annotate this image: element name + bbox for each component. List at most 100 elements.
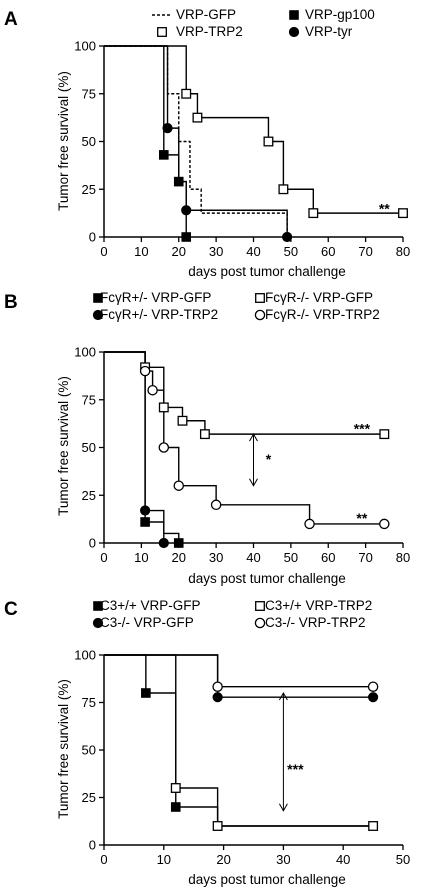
panel-a: A VRP-GFP VRP-gp100 VRP-TRP2 VRP-tyr day… xyxy=(4,7,375,279)
panel-2-plot: 0 10 20 30 40 50 0 25 50 75 100 *** xyxy=(74,601,410,867)
panel-0-x-tick-label: 20 xyxy=(172,244,186,259)
panel-1-legend-swatch-0 xyxy=(93,293,103,303)
panel-0-plot: 0 10 20 30 40 50 60 70 80 0 25 50 75 100 ** xyxy=(74,10,410,259)
panel-1-series-3-point xyxy=(158,442,170,453)
panel-1-series-3-point xyxy=(304,518,315,530)
panel-1-x-tick-label: 10 xyxy=(134,550,148,565)
panel-2-series-3-line xyxy=(104,654,374,688)
panel-2-legend xyxy=(92,601,266,629)
panel-b-legend-label-2: FcγR-/- VRP-GFP xyxy=(265,290,373,305)
panel-1-series-3-point xyxy=(173,480,184,491)
panel-0-legend-swatch-3 xyxy=(288,26,300,38)
panel-1-series-3-point xyxy=(379,518,390,530)
panel-2-series-1-point xyxy=(170,783,181,793)
panel-1-legend-swatch-1 xyxy=(255,293,265,303)
panel-0-series-3-line xyxy=(104,45,288,237)
panel-1-series-2-point xyxy=(140,505,151,516)
panel-0-series-3-point xyxy=(282,231,293,243)
panel-2-x-tick-label: 20 xyxy=(216,852,230,867)
panel-1-legend-swatch-3 xyxy=(254,309,266,321)
panel-a-legend-label-2: VRP-TRP2 xyxy=(176,24,243,39)
panel-1-series-0-point xyxy=(140,517,150,527)
panel-b-legend-label-3: FcγR-/- VRP-TRP2 xyxy=(265,307,380,322)
panel-1-x-tick-label: 60 xyxy=(321,550,335,565)
panel-a-legend-label-1: VRP-gp100 xyxy=(305,7,375,22)
panel-1-series-2-line xyxy=(104,351,165,543)
panel-0-series-2-line xyxy=(104,45,403,214)
panel-c-legend-label-3: C3-/- VRP-TRP2 xyxy=(265,615,366,630)
panel-a-legend-label-0: VRP-GFP xyxy=(176,7,236,22)
panel-0-series-1-point xyxy=(159,150,169,160)
panel-0-series-2-point xyxy=(192,112,203,123)
panel-c-legend-label-0: C3+/+ VRP-GFP xyxy=(100,598,201,613)
panel-c-label: C xyxy=(4,599,18,620)
panel-0-series-1-point xyxy=(181,232,192,242)
panel-c: C C3+/+ VRP-GFP C3-/- VRP-GFP C3+/+ VRP-… xyxy=(4,598,372,887)
panel-2-series-0-point xyxy=(141,688,151,698)
panel-1-y-tick-label: 100 xyxy=(74,345,96,360)
panel-2-arrow-head-bottom xyxy=(278,803,288,812)
panel-1-series-1-point xyxy=(199,429,210,440)
panel-2-legend-swatch-0 xyxy=(93,601,103,611)
panel-0-y-tick-label: 50 xyxy=(82,134,96,149)
panel-1-y-tick-label: 50 xyxy=(82,440,96,455)
panel-2-series-1-point xyxy=(212,821,223,831)
panel-1-annotation: * xyxy=(266,451,272,467)
panel-2-series-3-point xyxy=(212,681,223,692)
panel-1-series-2-point xyxy=(158,537,169,549)
panel-1-x-tick-label: 0 xyxy=(100,550,107,565)
panel-c-legend-label-1: C3-/- VRP-GFP xyxy=(100,615,194,630)
panel-0-series-2-point xyxy=(181,88,192,99)
panel-0-series-3-point xyxy=(181,205,192,216)
panel-1-x-tick-label: 70 xyxy=(358,550,372,565)
panel-c-legend-label-2: C3+/+ VRP-TRP2 xyxy=(265,598,372,613)
panel-1-y-tick-label: 0 xyxy=(89,536,96,551)
panel-a-y-axis-label: Tumor free survival (%) xyxy=(56,71,71,211)
panel-1-series-3-line xyxy=(104,351,385,525)
panel-0-series-2-point xyxy=(278,184,289,195)
panel-b-label: B xyxy=(4,292,18,313)
panel-1-x-tick-label: 20 xyxy=(172,550,186,565)
panel-0-legend-swatch-2 xyxy=(157,27,167,37)
panel-0-x-tick-label: 0 xyxy=(100,244,107,259)
panel-1-legend-swatch-2 xyxy=(92,309,104,321)
panel-2-y-tick-label: 75 xyxy=(82,695,96,710)
panel-2-y-tick-label: 0 xyxy=(89,838,96,853)
panel-1-x-tick-label: 50 xyxy=(284,550,298,565)
panel-1-series-3-point xyxy=(139,365,151,377)
panel-2-series-0-line xyxy=(104,654,374,827)
panel-2-arrow-head-top xyxy=(278,691,288,701)
panel-2-legend-swatch-3 xyxy=(254,617,266,629)
panel-c-y-axis-label: Tumor free survival (%) xyxy=(56,679,71,819)
panel-c-x-axis-label: days post tumor challenge xyxy=(188,872,346,887)
panel-1-arrow-head-top xyxy=(249,433,258,442)
panel-0-y-tick-label: 100 xyxy=(74,39,96,54)
panel-2-series-1-line xyxy=(104,654,374,827)
panel-1-x-tick-label: 80 xyxy=(396,550,410,565)
panel-2-series-0-point xyxy=(170,802,181,812)
panel-b-y-axis-label: Tumor free survival (%) xyxy=(56,376,71,516)
panel-0-series-0-line xyxy=(104,45,288,237)
panel-2-legend-swatch-2 xyxy=(92,617,104,629)
panel-a-x-axis-label: days post tumor challenge xyxy=(188,264,346,279)
panel-1-series-1-point xyxy=(177,415,188,426)
panel-0-x-tick-label: 10 xyxy=(134,244,148,259)
panel-0-x-tick-label: 40 xyxy=(246,244,260,259)
panel-1-series-1-point xyxy=(158,402,169,413)
panel-2-legend-swatch-1 xyxy=(255,601,265,611)
panel-1-annotation: ** xyxy=(356,510,367,526)
panel-2-x-tick-label: 50 xyxy=(396,852,410,867)
panel-2-series-2-point xyxy=(212,692,223,703)
panel-0-x-tick-label: 60 xyxy=(321,244,335,259)
panel-1-series-3-point xyxy=(147,384,158,396)
panel-2-series-1-point xyxy=(368,821,379,831)
panel-2-x-tick-label: 40 xyxy=(336,852,350,867)
panel-b-legend-label-1: FcγR+/- VRP-TRP2 xyxy=(100,307,218,322)
panel-2-x-tick-label: 10 xyxy=(157,852,171,867)
panel-1-arrow-head-bottom xyxy=(249,478,258,487)
panel-0-x-tick-label: 30 xyxy=(209,244,223,259)
panel-0-legend xyxy=(152,10,300,38)
panel-1-y-tick-label: 75 xyxy=(82,392,96,407)
panel-0-legend-swatch-1 xyxy=(289,10,299,20)
